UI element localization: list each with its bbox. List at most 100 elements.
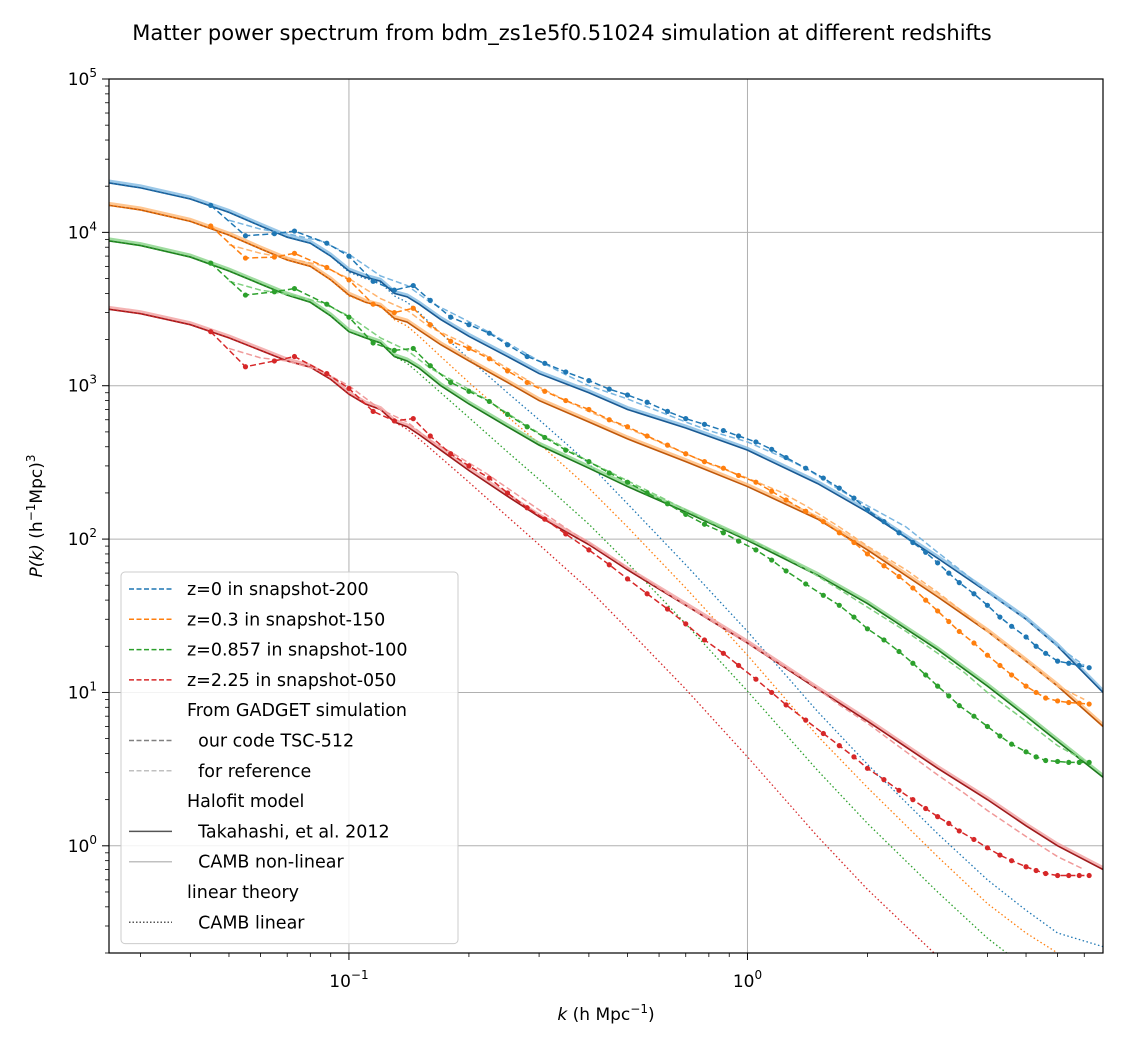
series-0-snapshot-point xyxy=(1086,665,1092,671)
series-1-snapshot-point xyxy=(896,573,902,580)
series-3-snapshot-point xyxy=(370,408,376,415)
series-2-snapshot-point xyxy=(896,648,902,655)
series-0-snapshot-point xyxy=(644,399,650,405)
series-0-snapshot-point xyxy=(1054,658,1061,664)
series-3-snapshot-point xyxy=(836,743,842,749)
series-2-snapshot-point xyxy=(542,434,548,441)
series-1-snapshot-point xyxy=(923,597,929,603)
series-2-snapshot-point xyxy=(836,602,842,608)
series-1-snapshot-point xyxy=(271,254,277,260)
series-1-snapshot-point xyxy=(683,451,689,457)
series-3-snapshot-point xyxy=(820,730,826,737)
series-3-snapshot-point xyxy=(720,650,726,656)
series-3-snapshot-point xyxy=(997,852,1003,858)
series-0-snapshot-point xyxy=(448,314,454,320)
series-2-snapshot-point xyxy=(486,398,492,405)
series-2-snapshot-point xyxy=(242,292,249,298)
series-0-snapshot-point xyxy=(586,378,592,384)
series-3-snapshot-point xyxy=(1054,872,1061,879)
series-3-snapshot-point xyxy=(1033,867,1039,874)
series-1-snapshot-point xyxy=(486,356,492,362)
series-2-snapshot-point xyxy=(864,626,871,632)
y-tick-label: 103 xyxy=(68,373,97,397)
series-1-snapshot-point xyxy=(466,345,472,352)
series-3-snapshot-point xyxy=(504,490,511,496)
series-3-snapshot-point xyxy=(291,353,298,360)
series-0-snapshot-point xyxy=(324,240,330,246)
x-tick-label: 10−1 xyxy=(329,968,368,992)
series-2-snapshot-point xyxy=(208,260,214,266)
series-2-snapshot-line xyxy=(210,262,1090,764)
series-1-snapshot-point xyxy=(984,652,991,658)
series-2-snapshot-point xyxy=(701,521,708,527)
series-0-snapshot-point xyxy=(881,519,887,525)
series-1-snapshot-point xyxy=(1076,700,1082,706)
series-1-snapshot-point xyxy=(971,640,977,646)
series-0-snapshot-point xyxy=(753,439,759,445)
series-0-snapshot-point xyxy=(735,433,742,439)
series-1-snapshot-point xyxy=(427,322,433,328)
series-1-snapshot-point xyxy=(997,662,1003,669)
x-tick-label: 100 xyxy=(733,968,762,992)
series-2-snapshot-point xyxy=(324,301,330,307)
series-1-snapshot-point xyxy=(783,497,789,503)
series-2-snapshot-point xyxy=(783,568,789,574)
series-3-snapshot-point xyxy=(956,828,962,834)
series-3-snapshot-point xyxy=(466,463,472,469)
series-3-snapshot-point xyxy=(208,329,214,335)
y-tick-label: 102 xyxy=(68,526,97,550)
series-3-snapshot-point xyxy=(910,797,916,803)
series-2-snapshot-point xyxy=(923,672,929,678)
series-1-snapshot-point xyxy=(881,563,887,569)
series-1-snapshot-point xyxy=(208,223,214,229)
series-1-snapshot-point xyxy=(606,417,612,423)
series-0-snapshot-point xyxy=(923,549,929,555)
chart-title: Matter power spectrum from bdm_zs1e5f0.5… xyxy=(132,21,991,46)
legend-label: z=0.3 in snapshot-150 xyxy=(187,610,385,630)
series-1-snapshot-point xyxy=(1054,698,1061,704)
series-0-snapshot-point xyxy=(701,421,708,427)
series-1-snapshot-point xyxy=(542,388,548,394)
series-1-snapshot-point xyxy=(735,472,742,479)
series-1-camb-nonlinear-line xyxy=(109,201,1103,726)
series-1-snapshot-line xyxy=(210,225,1090,705)
series-3-snapshot-point xyxy=(851,754,857,760)
series-3-snapshot-point xyxy=(769,689,775,696)
series-3-snapshot-point xyxy=(644,591,650,597)
series-1-snapshot-point xyxy=(504,368,511,374)
series-1-snapshot-point xyxy=(946,618,952,625)
series-0-snapshot-point xyxy=(410,282,416,289)
series-2-snapshot-point xyxy=(720,530,726,536)
series-3-snapshot-point xyxy=(448,451,454,457)
legend-label: linear theory xyxy=(187,883,299,903)
series-3-snapshot-point xyxy=(701,637,708,643)
series-1-snapshot-point xyxy=(836,530,842,536)
series-2-snapshot-point xyxy=(466,388,472,394)
series-3-snapshot-point xyxy=(242,364,249,370)
series-1-snapshot-point xyxy=(563,397,569,404)
series-0-snapshot-point xyxy=(1043,650,1049,656)
series-layer xyxy=(109,179,1103,953)
series-1-snapshot-point xyxy=(291,250,298,256)
legend-label: z=2.25 in snapshot-050 xyxy=(187,671,396,691)
series-2-snapshot-point xyxy=(644,490,650,496)
series-0-snapshot-point xyxy=(346,253,352,259)
y-tick-label: 101 xyxy=(68,679,97,703)
legend-label: Takahashi, et al. 2012 xyxy=(187,822,390,842)
series-1-snapshot-point xyxy=(324,264,330,271)
series-0-snapshot-point xyxy=(720,427,726,434)
series-1-snapshot-point xyxy=(1009,672,1015,678)
series-2-snapshot-point xyxy=(664,501,671,507)
series-3-snapshot-point xyxy=(1076,872,1082,879)
series-2-snapshot-point xyxy=(1043,757,1049,764)
series-2-snapshot-point xyxy=(881,637,887,643)
series-3-snapshot-point xyxy=(606,562,612,568)
series-0-snapshot-point xyxy=(606,386,612,392)
legend-label: CAMB non-linear xyxy=(187,853,344,873)
series-1-snapshot-point xyxy=(391,309,397,316)
series-1-snapshot-point xyxy=(370,301,376,307)
series-1-snapshot-point xyxy=(448,338,454,344)
series-0-snapshot-point xyxy=(466,322,472,328)
series-3-snapshot-line xyxy=(210,331,1090,877)
series-0-snapshot-point xyxy=(1076,662,1082,669)
